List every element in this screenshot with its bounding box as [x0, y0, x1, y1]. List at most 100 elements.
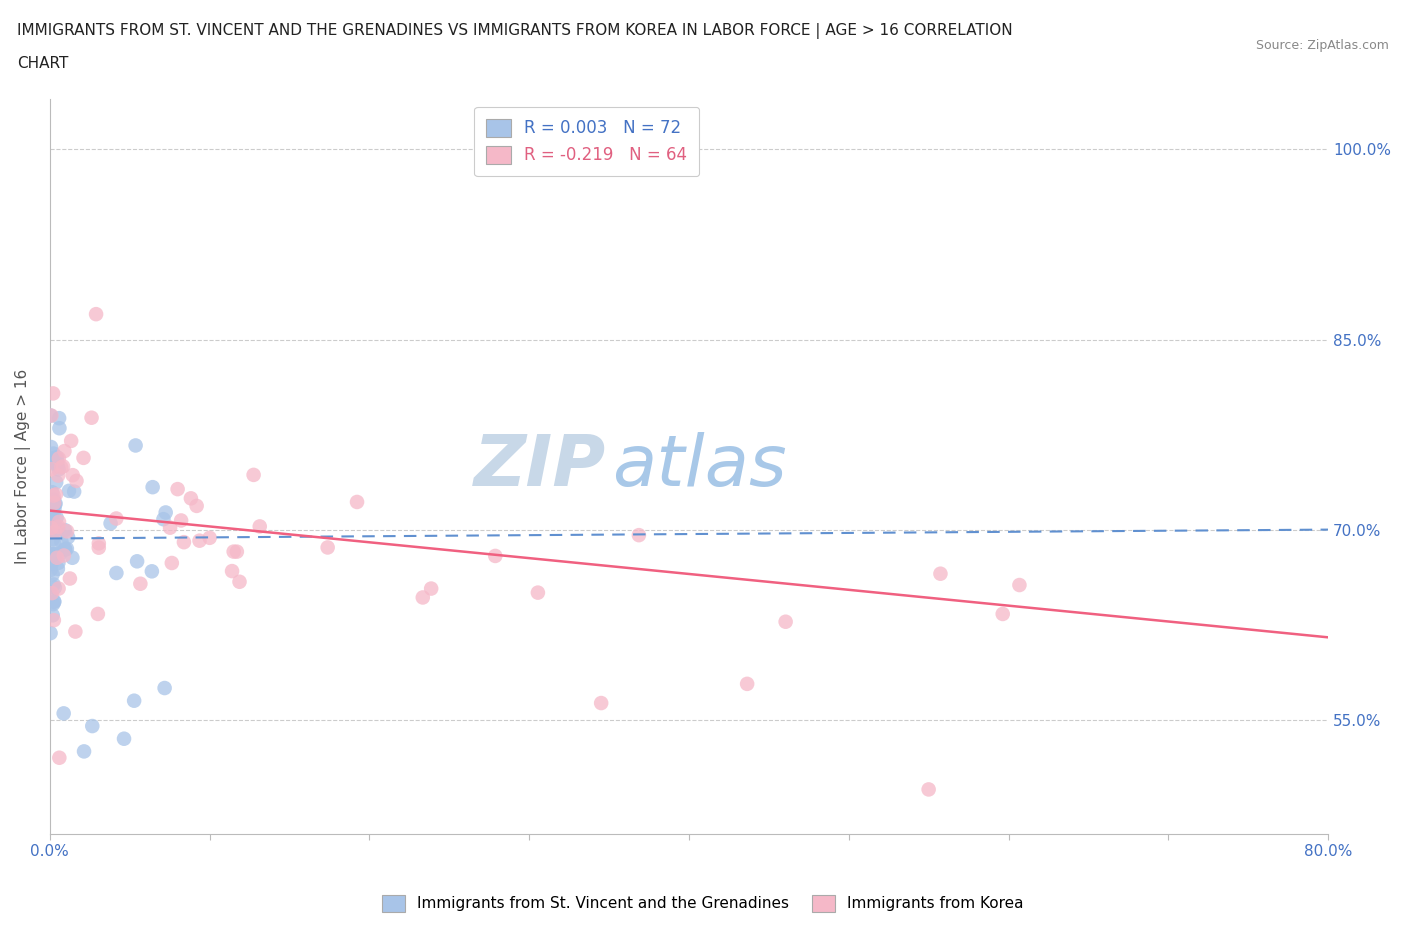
Immigrants from Korea	[929, 566, 952, 581]
Immigrants from Korea	[52, 459, 75, 474]
Immigrants from St. Vincent and the Grenadines	[152, 512, 174, 526]
Immigrants from St. Vincent and the Grenadines	[44, 547, 66, 562]
Immigrants from Korea	[51, 460, 73, 475]
Immigrants from St. Vincent and the Grenadines	[48, 411, 70, 426]
Immigrants from Korea	[242, 468, 264, 483]
Immigrants from Korea	[991, 606, 1014, 621]
Immigrants from St. Vincent and the Grenadines	[46, 522, 69, 537]
Immigrants from St. Vincent and the Grenadines	[42, 597, 65, 612]
Immigrants from Korea	[62, 468, 84, 483]
Immigrants from St. Vincent and the Grenadines	[44, 497, 66, 512]
Immigrants from St. Vincent and the Grenadines	[124, 438, 146, 453]
Immigrants from Korea	[627, 527, 650, 542]
Immigrants from Korea	[41, 521, 63, 536]
Immigrants from St. Vincent and the Grenadines	[58, 484, 80, 498]
Text: CHART: CHART	[17, 56, 69, 71]
Immigrants from Korea	[59, 571, 82, 586]
Immigrants from St. Vincent and the Grenadines	[153, 681, 176, 696]
Immigrants from St. Vincent and the Grenadines	[44, 594, 66, 609]
Immigrants from St. Vincent and the Grenadines	[41, 512, 63, 526]
Immigrants from St. Vincent and the Grenadines	[44, 501, 66, 516]
Immigrants from St. Vincent and the Grenadines	[82, 719, 104, 734]
Immigrants from St. Vincent and the Grenadines	[63, 485, 86, 499]
Text: Source: ZipAtlas.com: Source: ZipAtlas.com	[1256, 39, 1389, 52]
Immigrants from St. Vincent and the Grenadines	[155, 505, 177, 520]
Immigrants from St. Vincent and the Grenadines	[49, 546, 72, 561]
Immigrants from Korea	[41, 586, 63, 601]
Immigrants from Korea	[87, 540, 110, 555]
Immigrants from Korea	[46, 519, 69, 534]
Immigrants from St. Vincent and the Grenadines	[53, 542, 76, 557]
Immigrants from St. Vincent and the Grenadines	[39, 408, 62, 423]
Immigrants from Korea	[48, 581, 70, 596]
Immigrants from St. Vincent and the Grenadines	[142, 480, 165, 495]
Immigrants from Korea	[170, 513, 193, 528]
Immigrants from St. Vincent and the Grenadines	[41, 485, 63, 499]
Immigrants from Korea	[65, 473, 87, 488]
Immigrants from Korea	[225, 544, 247, 559]
Immigrants from St. Vincent and the Grenadines	[52, 706, 75, 721]
Immigrants from St. Vincent and the Grenadines	[42, 455, 65, 470]
Immigrants from Korea	[52, 548, 75, 563]
Text: atlas: atlas	[612, 432, 787, 500]
Immigrants from St. Vincent and the Grenadines	[56, 541, 79, 556]
Immigrants from St. Vincent and the Grenadines	[39, 502, 62, 517]
Immigrants from St. Vincent and the Grenadines	[53, 541, 76, 556]
Immigrants from St. Vincent and the Grenadines	[42, 525, 65, 540]
Immigrants from Korea	[45, 487, 67, 502]
Immigrants from St. Vincent and the Grenadines	[45, 475, 67, 490]
Immigrants from Korea	[249, 519, 271, 534]
Immigrants from St. Vincent and the Grenadines	[45, 497, 67, 512]
Immigrants from Korea	[56, 524, 79, 538]
Immigrants from St. Vincent and the Grenadines	[42, 577, 65, 591]
Immigrants from St. Vincent and the Grenadines	[45, 449, 67, 464]
Immigrants from Korea	[42, 386, 65, 401]
Immigrants from Korea	[41, 461, 63, 476]
Immigrants from Korea	[129, 577, 152, 591]
Immigrants from Korea	[346, 495, 368, 510]
Immigrants from St. Vincent and the Grenadines	[53, 523, 76, 538]
Immigrants from St. Vincent and the Grenadines	[48, 462, 70, 477]
Immigrants from St. Vincent and the Grenadines	[44, 550, 66, 565]
Immigrants from St. Vincent and the Grenadines	[46, 562, 69, 577]
Immigrants from St. Vincent and the Grenadines	[42, 515, 65, 530]
Immigrants from Korea	[105, 512, 128, 526]
Immigrants from St. Vincent and the Grenadines	[42, 446, 65, 461]
Immigrants from Korea	[44, 496, 66, 511]
Immigrants from St. Vincent and the Grenadines	[42, 496, 65, 511]
Immigrants from Korea	[228, 575, 250, 590]
Immigrants from St. Vincent and the Grenadines	[44, 580, 66, 595]
Immigrants from St. Vincent and the Grenadines	[39, 563, 62, 578]
Immigrants from Korea	[775, 615, 797, 630]
Immigrants from St. Vincent and the Grenadines	[56, 530, 79, 545]
Immigrants from Korea	[46, 468, 69, 483]
Immigrants from Korea	[65, 624, 87, 639]
Immigrants from St. Vincent and the Grenadines	[45, 511, 67, 525]
Immigrants from St. Vincent and the Grenadines	[44, 594, 66, 609]
Immigrants from St. Vincent and the Grenadines	[42, 535, 65, 550]
Text: ZIP: ZIP	[474, 432, 606, 500]
Immigrants from Korea	[44, 525, 66, 539]
Legend: R = 0.003   N = 72, R = -0.219   N = 64: R = 0.003 N = 72, R = -0.219 N = 64	[474, 107, 699, 176]
Immigrants from Korea	[198, 530, 221, 545]
Immigrants from Korea	[917, 782, 939, 797]
Immigrants from Korea	[87, 536, 110, 551]
Immigrants from St. Vincent and the Grenadines	[105, 565, 128, 580]
Immigrants from St. Vincent and the Grenadines	[100, 516, 122, 531]
Immigrants from Korea	[41, 408, 63, 423]
Immigrants from St. Vincent and the Grenadines	[42, 495, 65, 510]
Immigrants from St. Vincent and the Grenadines	[39, 440, 62, 455]
Immigrants from St. Vincent and the Grenadines	[41, 509, 63, 524]
Immigrants from Korea	[412, 590, 434, 604]
Immigrants from Korea	[48, 451, 70, 466]
Immigrants from Korea	[316, 540, 339, 555]
Text: IMMIGRANTS FROM ST. VINCENT AND THE GRENADINES VS IMMIGRANTS FROM KOREA IN LABOR: IMMIGRANTS FROM ST. VINCENT AND THE GREN…	[17, 23, 1012, 39]
Immigrants from Korea	[160, 555, 183, 570]
Immigrants from St. Vincent and the Grenadines	[42, 546, 65, 561]
Immigrants from Korea	[166, 482, 188, 497]
Immigrants from St. Vincent and the Grenadines	[41, 567, 63, 582]
Immigrants from Korea	[72, 450, 94, 465]
Immigrants from St. Vincent and the Grenadines	[41, 608, 63, 623]
Immigrants from Korea	[186, 498, 208, 513]
Immigrants from Korea	[1008, 578, 1031, 592]
